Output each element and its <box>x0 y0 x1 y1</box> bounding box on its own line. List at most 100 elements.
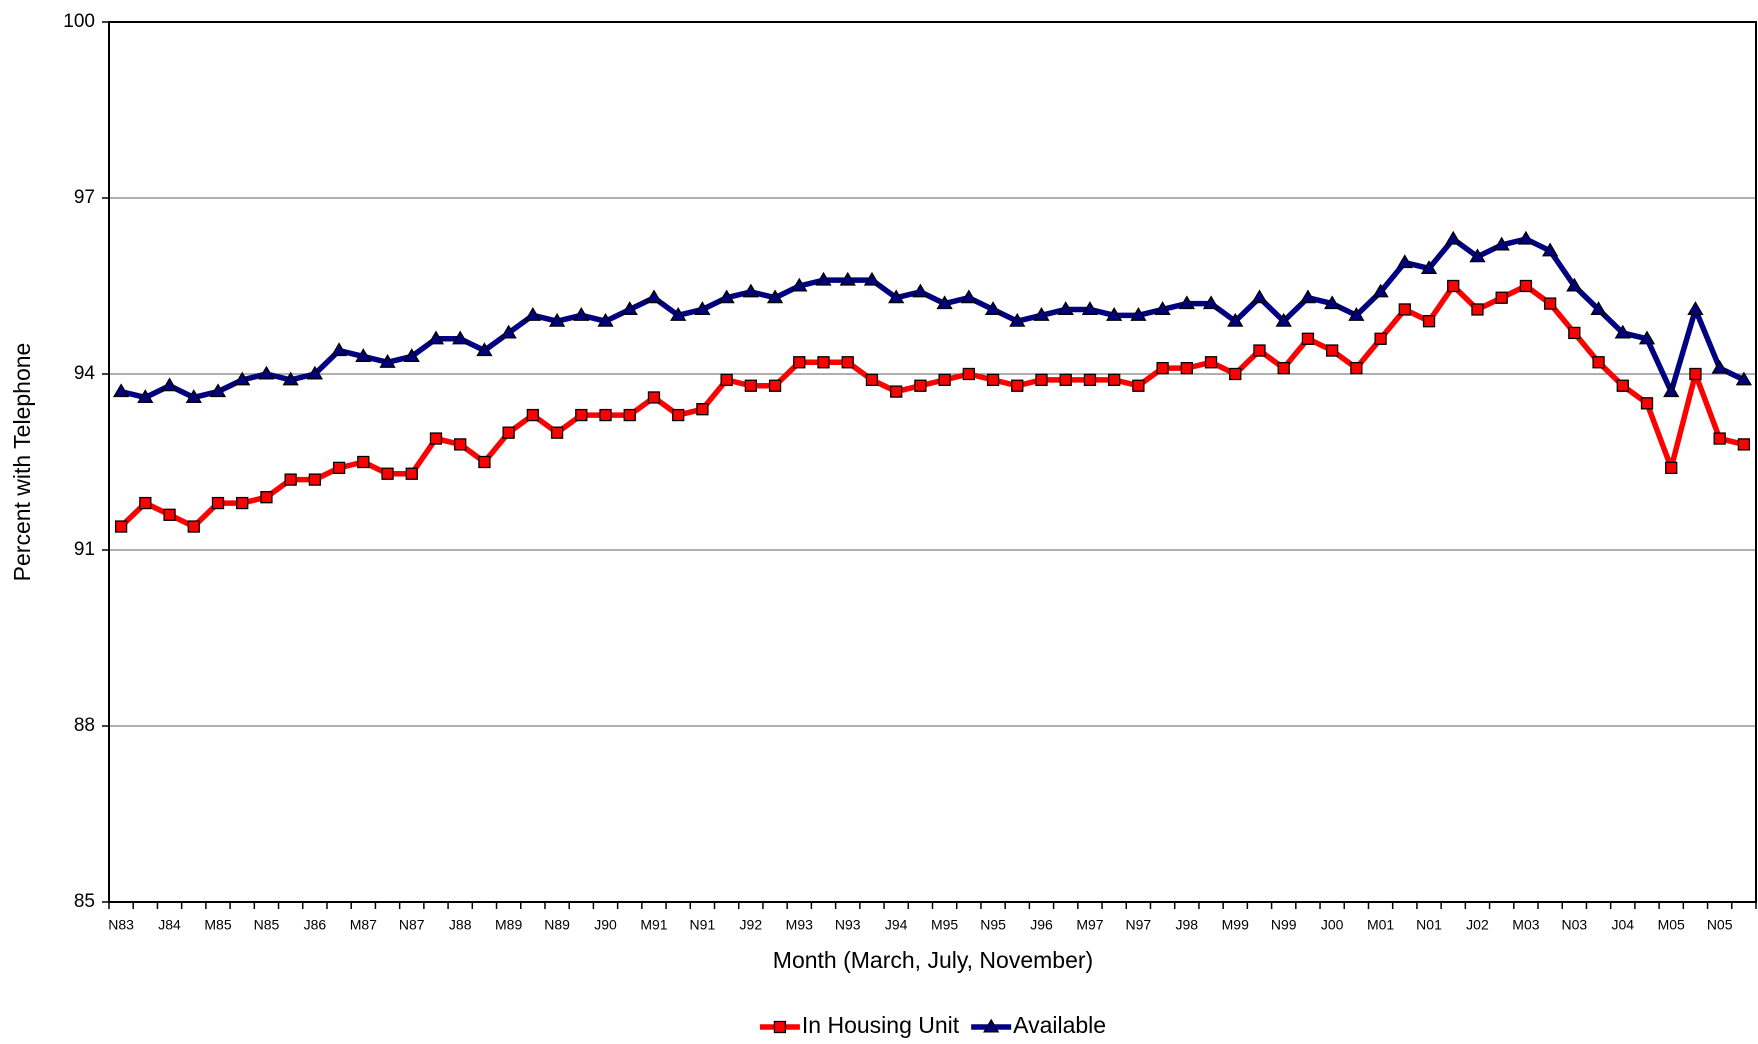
point-marker <box>1519 279 1533 293</box>
point-marker <box>1541 242 1559 257</box>
point-marker <box>330 342 348 357</box>
x-tick-label: N03 <box>1562 917 1588 933</box>
series-line <box>119 283 1745 530</box>
point-marker <box>1130 307 1147 321</box>
point-marker <box>815 271 832 286</box>
point-marker <box>696 403 709 416</box>
point-marker <box>1178 295 1195 310</box>
x-tick-label: M91 <box>640 917 667 933</box>
point-marker <box>914 379 927 392</box>
point-marker <box>1324 295 1341 310</box>
point-marker <box>1275 312 1292 327</box>
point-marker <box>1689 367 1702 381</box>
point-marker <box>599 408 612 422</box>
point-marker <box>1348 307 1365 321</box>
x-tick-label: J04 <box>1611 917 1634 933</box>
point-marker <box>1106 307 1123 321</box>
point-marker <box>793 356 806 369</box>
point-marker <box>1590 301 1607 316</box>
point-marker <box>742 283 759 298</box>
point-marker <box>936 295 953 310</box>
x-tick-label: M89 <box>495 917 522 933</box>
x-tick-label: N91 <box>690 917 716 933</box>
x-tick-label: M03 <box>1512 917 1539 933</box>
point-marker <box>1229 367 1242 381</box>
point-marker <box>960 289 977 304</box>
point-marker <box>452 330 469 345</box>
point-marker <box>1517 230 1535 245</box>
point-marker <box>137 389 154 404</box>
point-marker <box>817 356 830 369</box>
point-marker <box>1374 332 1387 345</box>
x-tick-label: J98 <box>1176 917 1199 933</box>
point-marker <box>502 426 515 439</box>
point-marker <box>1663 383 1680 398</box>
point-marker <box>476 342 493 357</box>
point-marker <box>983 1018 1000 1033</box>
x-tick-label: N83 <box>108 917 134 933</box>
point-marker <box>1299 289 1317 304</box>
point-marker <box>1422 315 1436 328</box>
point-marker <box>890 385 903 398</box>
x-tick-label: J00 <box>1321 917 1344 933</box>
point-marker <box>888 289 905 304</box>
point-marker <box>234 371 251 386</box>
point-marker <box>1227 312 1244 327</box>
point-marker <box>548 312 566 327</box>
point-marker <box>526 408 540 422</box>
point-marker <box>597 312 614 327</box>
point-marker <box>112 383 130 398</box>
point-marker <box>500 324 517 339</box>
x-tick-label: J96 <box>1030 917 1053 933</box>
point-marker <box>454 438 467 451</box>
point-marker <box>575 408 588 422</box>
point-marker <box>694 301 711 316</box>
point-marker <box>718 289 735 304</box>
x-axis-title: Month (March, July, November) <box>773 947 1093 973</box>
point-marker <box>332 461 346 475</box>
point-marker <box>839 271 856 286</box>
x-tick-label: J84 <box>158 917 181 933</box>
point-marker <box>1081 301 1099 316</box>
point-marker <box>427 330 445 345</box>
point-marker <box>357 455 370 469</box>
y-tick-label: 85 <box>74 891 95 912</box>
point-marker <box>258 365 275 380</box>
point-marker <box>1737 438 1751 451</box>
point-marker <box>1154 301 1171 316</box>
point-marker <box>865 373 879 387</box>
point-marker <box>209 383 227 398</box>
x-tick-label: J86 <box>304 917 327 933</box>
x-tick-label: N87 <box>399 917 425 933</box>
point-marker <box>114 520 128 533</box>
point-marker <box>912 283 929 298</box>
point-marker <box>1083 373 1097 387</box>
point-marker <box>355 348 372 362</box>
point-marker <box>773 1020 787 1034</box>
point-marker <box>1350 361 1363 375</box>
point-marker <box>187 520 200 533</box>
point-marker <box>1493 236 1510 251</box>
point-marker <box>670 307 687 321</box>
legend: In Housing Unit Available <box>759 1012 1106 1038</box>
point-marker <box>1059 373 1072 387</box>
x-tick-label: M93 <box>786 917 813 933</box>
point-marker <box>791 277 808 292</box>
x-tick-label: J94 <box>885 917 908 933</box>
x-tick-label: J88 <box>449 917 472 933</box>
point-marker <box>550 426 564 439</box>
point-marker <box>962 367 975 381</box>
x-tick-label: M05 <box>1658 917 1685 933</box>
point-marker <box>1108 373 1121 387</box>
x-tick-label: N89 <box>544 917 570 933</box>
x-tick-label: N99 <box>1271 917 1297 933</box>
point-marker <box>139 496 152 510</box>
point-marker <box>1156 361 1169 375</box>
point-marker <box>1445 230 1462 245</box>
point-marker <box>284 473 297 486</box>
point-marker <box>1204 356 1218 369</box>
point-marker <box>720 373 733 387</box>
x-tick-label: J92 <box>740 917 763 933</box>
point-marker <box>1301 332 1315 345</box>
x-tick-label: N05 <box>1707 917 1733 933</box>
